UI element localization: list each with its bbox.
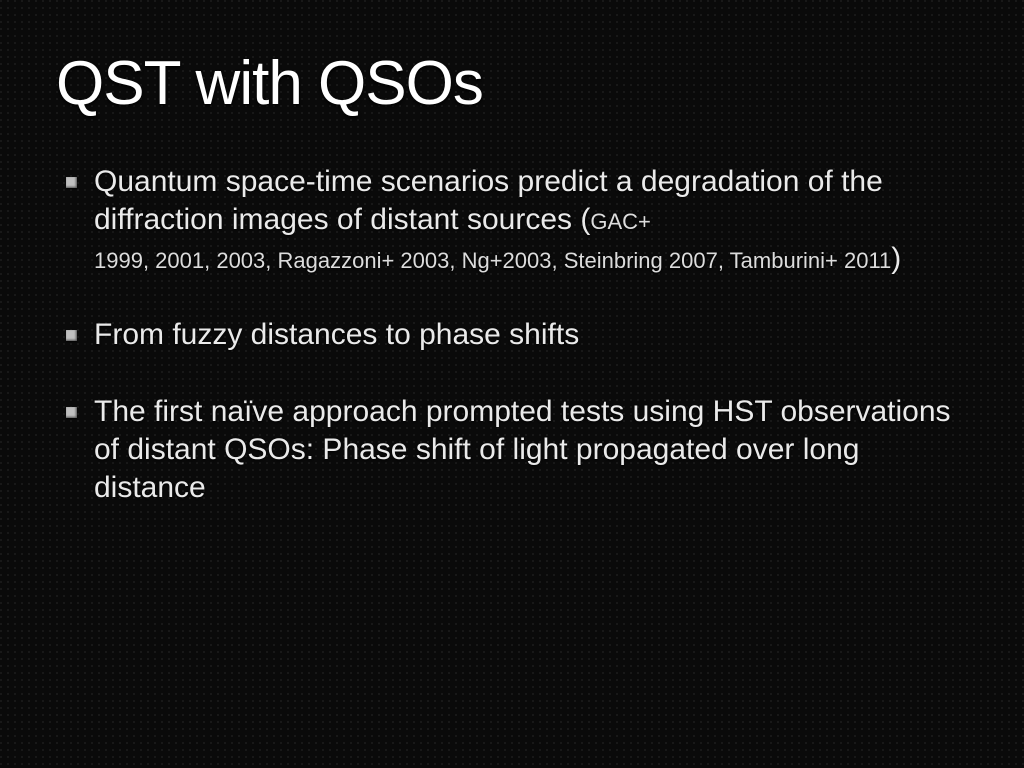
bullet-list: Quantum space-time scenarios predict a d… [56,163,968,508]
bullet-3-text: The first naïve approach prompted tests … [94,395,951,505]
bullet-item-2: From fuzzy distances to phase shifts [64,316,968,354]
bullet-2-text: From fuzzy distances to phase shifts [94,318,579,351]
bullet-1-close: ) [891,242,901,275]
bullet-item-1: Quantum space-time scenarios predict a d… [64,163,968,278]
bullet-1-text: Quantum space-time scenarios predict a d… [94,165,883,236]
bullet-1-refs-line: 1999, 2001, 2003, Ragazzoni+ 2003, Ng+20… [94,248,891,273]
bullet-1-refs-inline: GAC+ [590,209,651,234]
bullet-item-3: The first naïve approach prompted tests … [64,393,968,508]
slide-title: QST with QSOs [56,48,968,119]
